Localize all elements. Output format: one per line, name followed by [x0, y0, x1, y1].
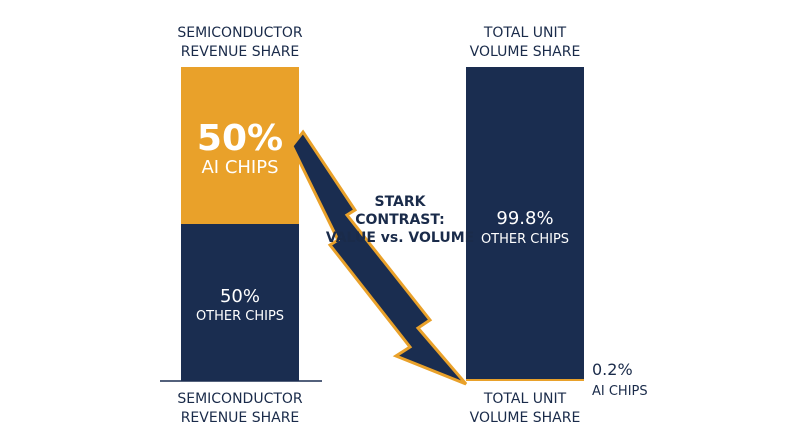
bottom-caption-volume-line1: TOTAL UNIT [483, 391, 567, 407]
callout-line2: CONTRAST: [355, 212, 445, 228]
top-caption-volume-line1: TOTAL UNIT [483, 25, 567, 41]
callout-line3: VALUE vs. VOLUME [326, 230, 474, 246]
top-caption-revenue-line1: SEMICONDUCTOR [177, 25, 303, 41]
volume-ai-value-label: 0.2% [592, 360, 633, 379]
revenue-ai-series-label: AI CHIPS [201, 157, 278, 178]
volume-other-series-label: OTHER CHIPS [481, 232, 569, 247]
bottom-caption-revenue-line1: SEMICONDUCTOR [177, 391, 303, 407]
bottom-caption-volume-line2: VOLUME SHARE [470, 410, 581, 426]
bar-volume-ai-chips [466, 379, 584, 381]
revenue-other-series-label: OTHER CHIPS [196, 309, 284, 324]
bar-revenue-ai-chips [181, 67, 299, 224]
revenue-other-value-label: 50% [220, 286, 260, 307]
bar-volume-other-chips [466, 67, 584, 381]
callout-line1: STARK [374, 194, 426, 210]
revenue-ai-value-label: 50% [197, 118, 283, 159]
top-caption-volume-line2: VOLUME SHARE [470, 44, 581, 60]
bar-revenue-other-chips [181, 224, 299, 381]
volume-ai-series-label: AI CHIPS [592, 384, 648, 399]
bottom-caption-revenue-line2: REVENUE SHARE [181, 410, 300, 426]
contrast-arrow [290, 129, 468, 386]
volume-other-value-label: 99.8% [496, 208, 553, 229]
top-caption-revenue-line2: REVENUE SHARE [181, 44, 300, 60]
